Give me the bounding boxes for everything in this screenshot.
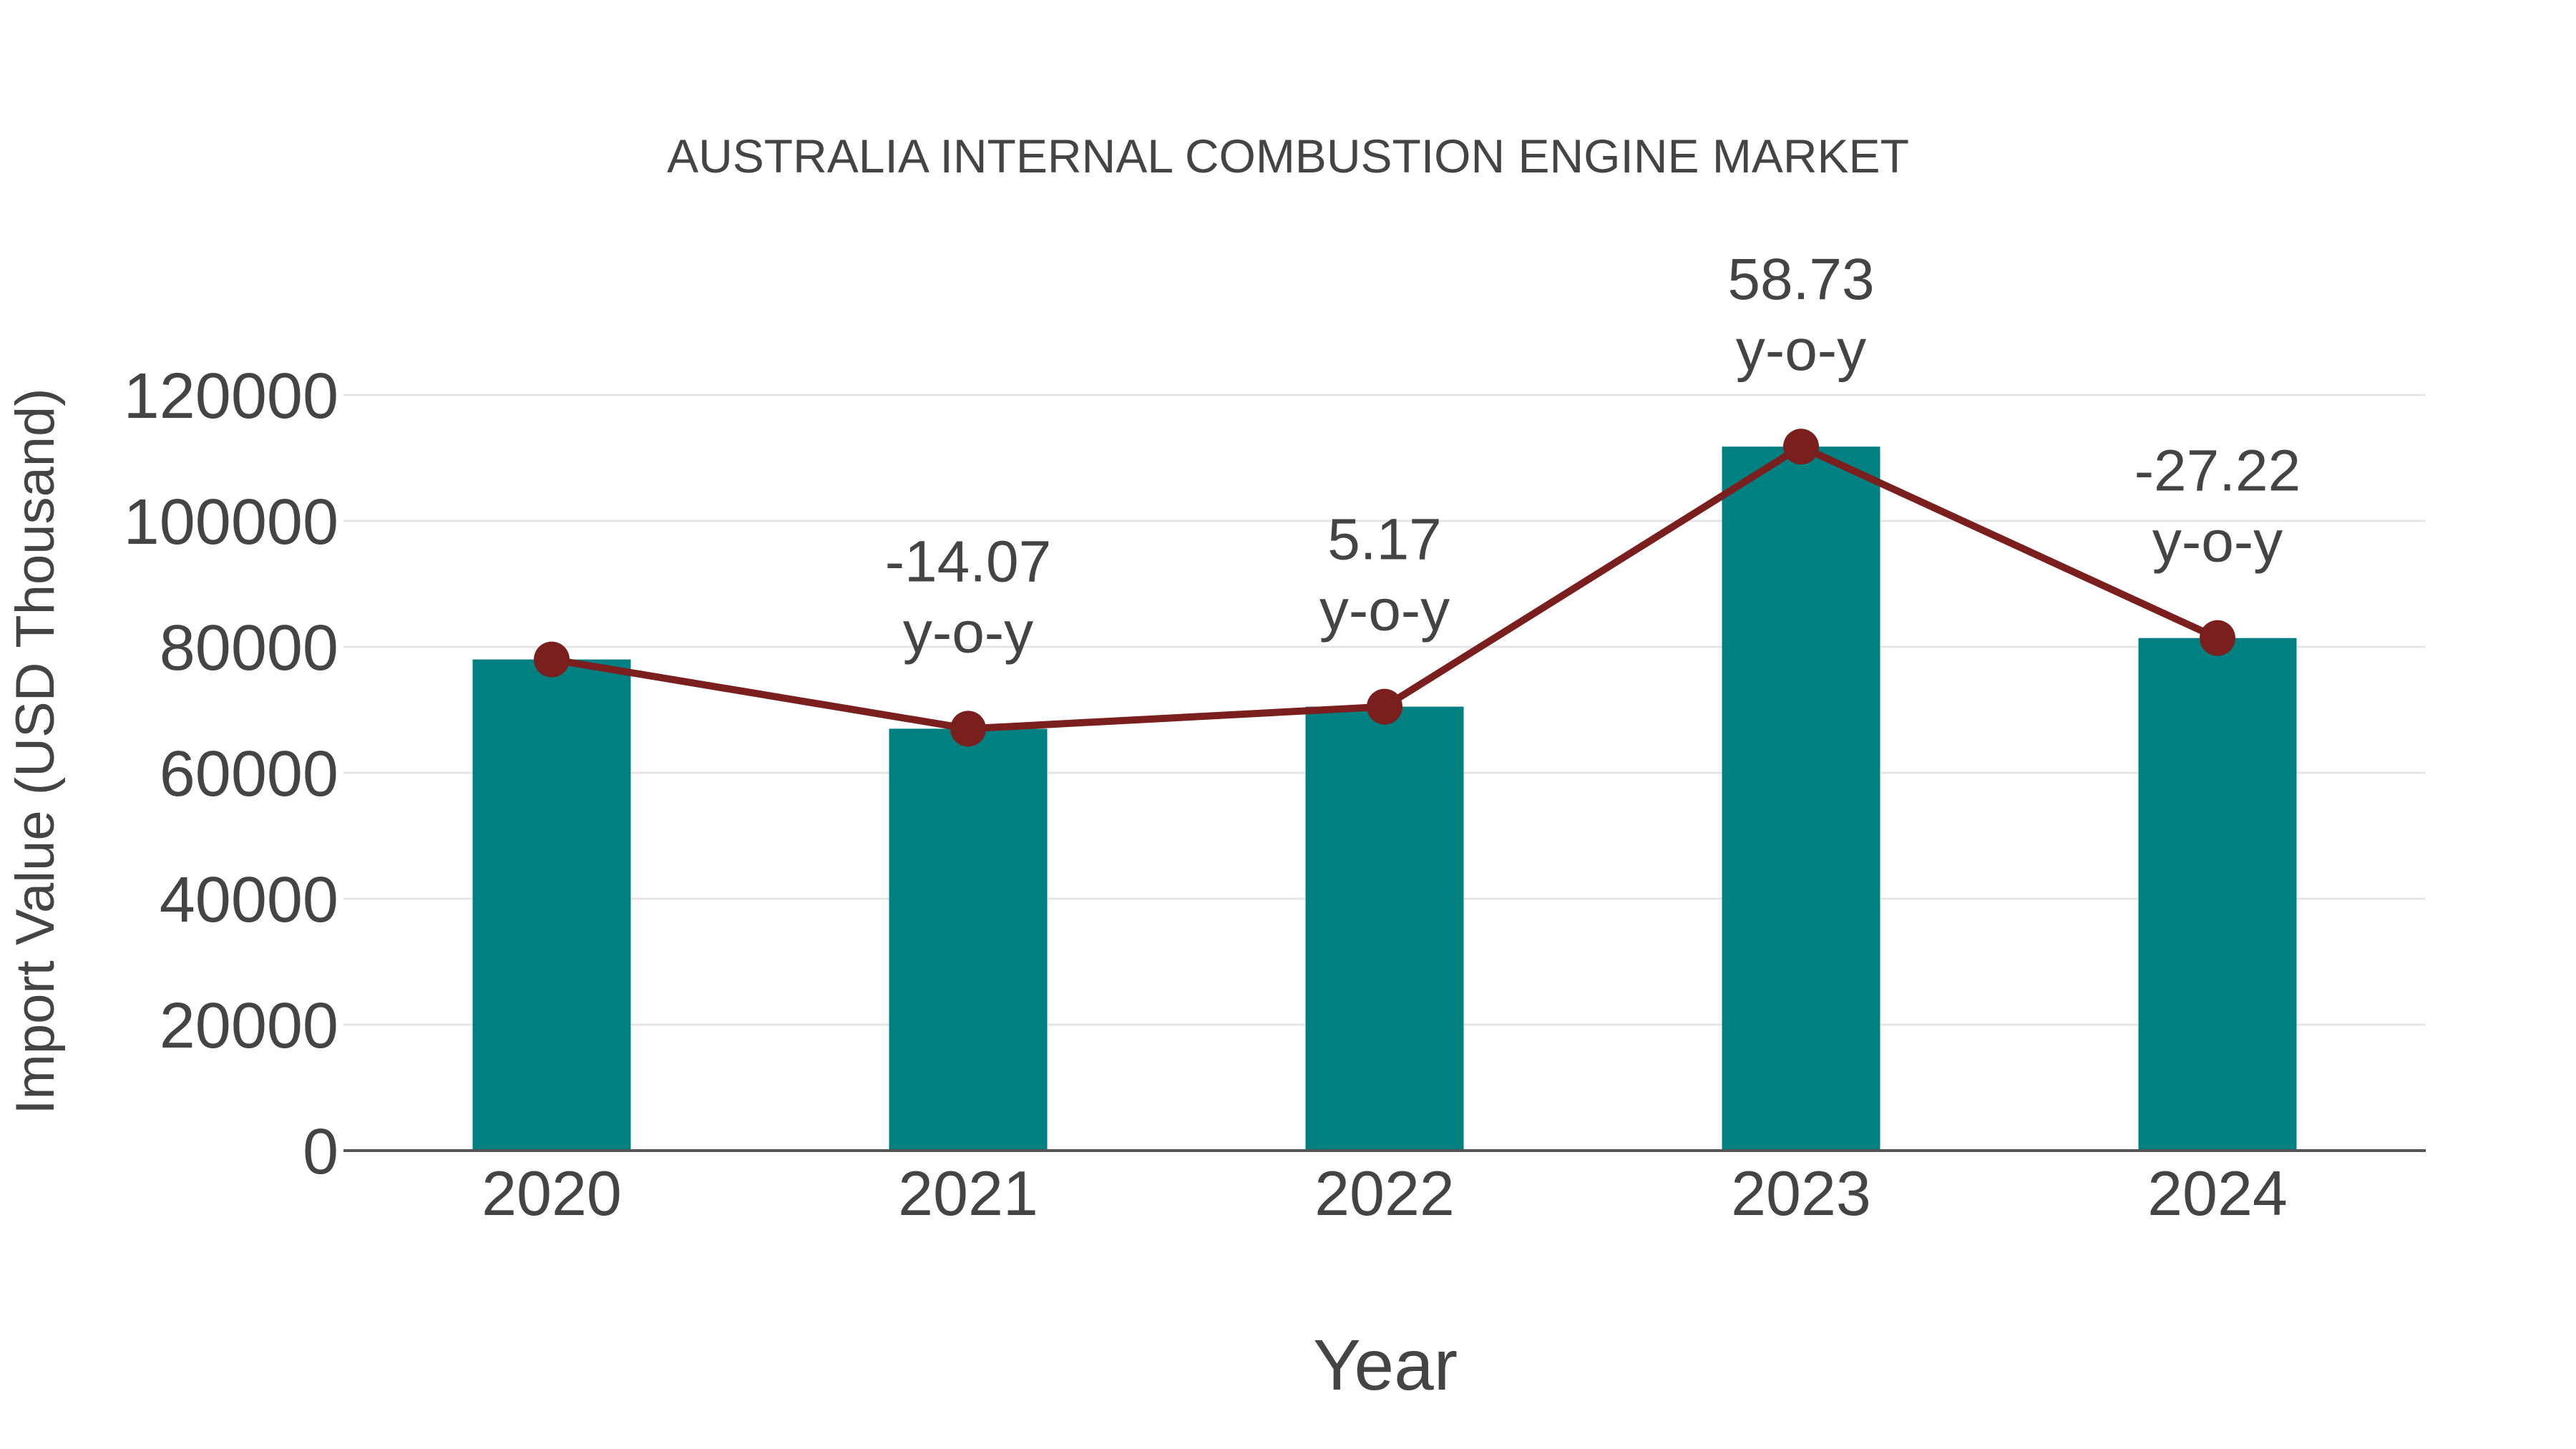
x-axis-ticks: 2020 2021 2022 2023 2024: [482, 1158, 2288, 1229]
y-tick-label: 40000: [160, 864, 338, 936]
bar-series: [472, 447, 2297, 1151]
y-axis-title: Import Value (USD Thousand): [5, 388, 66, 1114]
marker-2023: [1783, 429, 1819, 465]
line-series: [534, 429, 2235, 747]
x-axis-title: Year: [1313, 1325, 1458, 1405]
yoy-suffix: y-o-y: [903, 600, 1033, 665]
x-tick-label: 2023: [1731, 1158, 1871, 1229]
y-tick-label: 60000: [160, 738, 338, 810]
yoy-annotation-2024: -27.22y-o-y: [2135, 439, 2301, 575]
yoy-annotation-2023: 58.73y-o-y: [1727, 247, 1874, 383]
yoy-value: 58.73: [1727, 247, 1874, 312]
y-tick-label: 120000: [124, 361, 338, 432]
bar-2021: [889, 728, 1048, 1151]
yoy-annotations: -14.07y-o-y5.17y-o-y58.73y-o-y-27.22y-o-…: [885, 247, 2301, 665]
y-tick-label: 20000: [160, 990, 338, 1062]
yoy-value: -14.07: [885, 529, 1052, 594]
y-tick-label: 0: [303, 1116, 338, 1188]
yoy-suffix: y-o-y: [1319, 578, 1450, 643]
marker-2020: [534, 641, 570, 678]
bar-2020: [472, 659, 631, 1151]
x-tick-label: 2024: [2147, 1158, 2288, 1229]
marker-2021: [950, 711, 986, 747]
yoy-annotation-2021: -14.07y-o-y: [885, 529, 1052, 665]
chart-title: AUSTRALIA INTERNAL COMBUSTION ENGINE MAR…: [667, 130, 1909, 182]
y-tick-label: 80000: [160, 613, 338, 684]
yoy-value: 5.17: [1327, 507, 1442, 572]
marker-2022: [1367, 688, 1402, 725]
marker-2024: [2200, 620, 2235, 656]
bar-2023: [1722, 447, 1880, 1151]
bar-2022: [1305, 706, 1464, 1151]
x-tick-label: 2022: [1314, 1158, 1455, 1229]
yoy-value: -27.22: [2135, 439, 2301, 504]
bar-2024: [2138, 638, 2297, 1151]
x-tick-label: 2020: [482, 1158, 622, 1229]
yoy-annotation-2022: 5.17y-o-y: [1319, 507, 1450, 643]
y-axis-ticks: 0 20000 40000 60000 80000 100000 120000: [124, 361, 338, 1188]
yoy-suffix: y-o-y: [1736, 318, 1866, 383]
y-tick-label: 100000: [124, 487, 338, 558]
x-tick-label: 2021: [898, 1158, 1038, 1229]
yoy-suffix: y-o-y: [2152, 509, 2283, 575]
